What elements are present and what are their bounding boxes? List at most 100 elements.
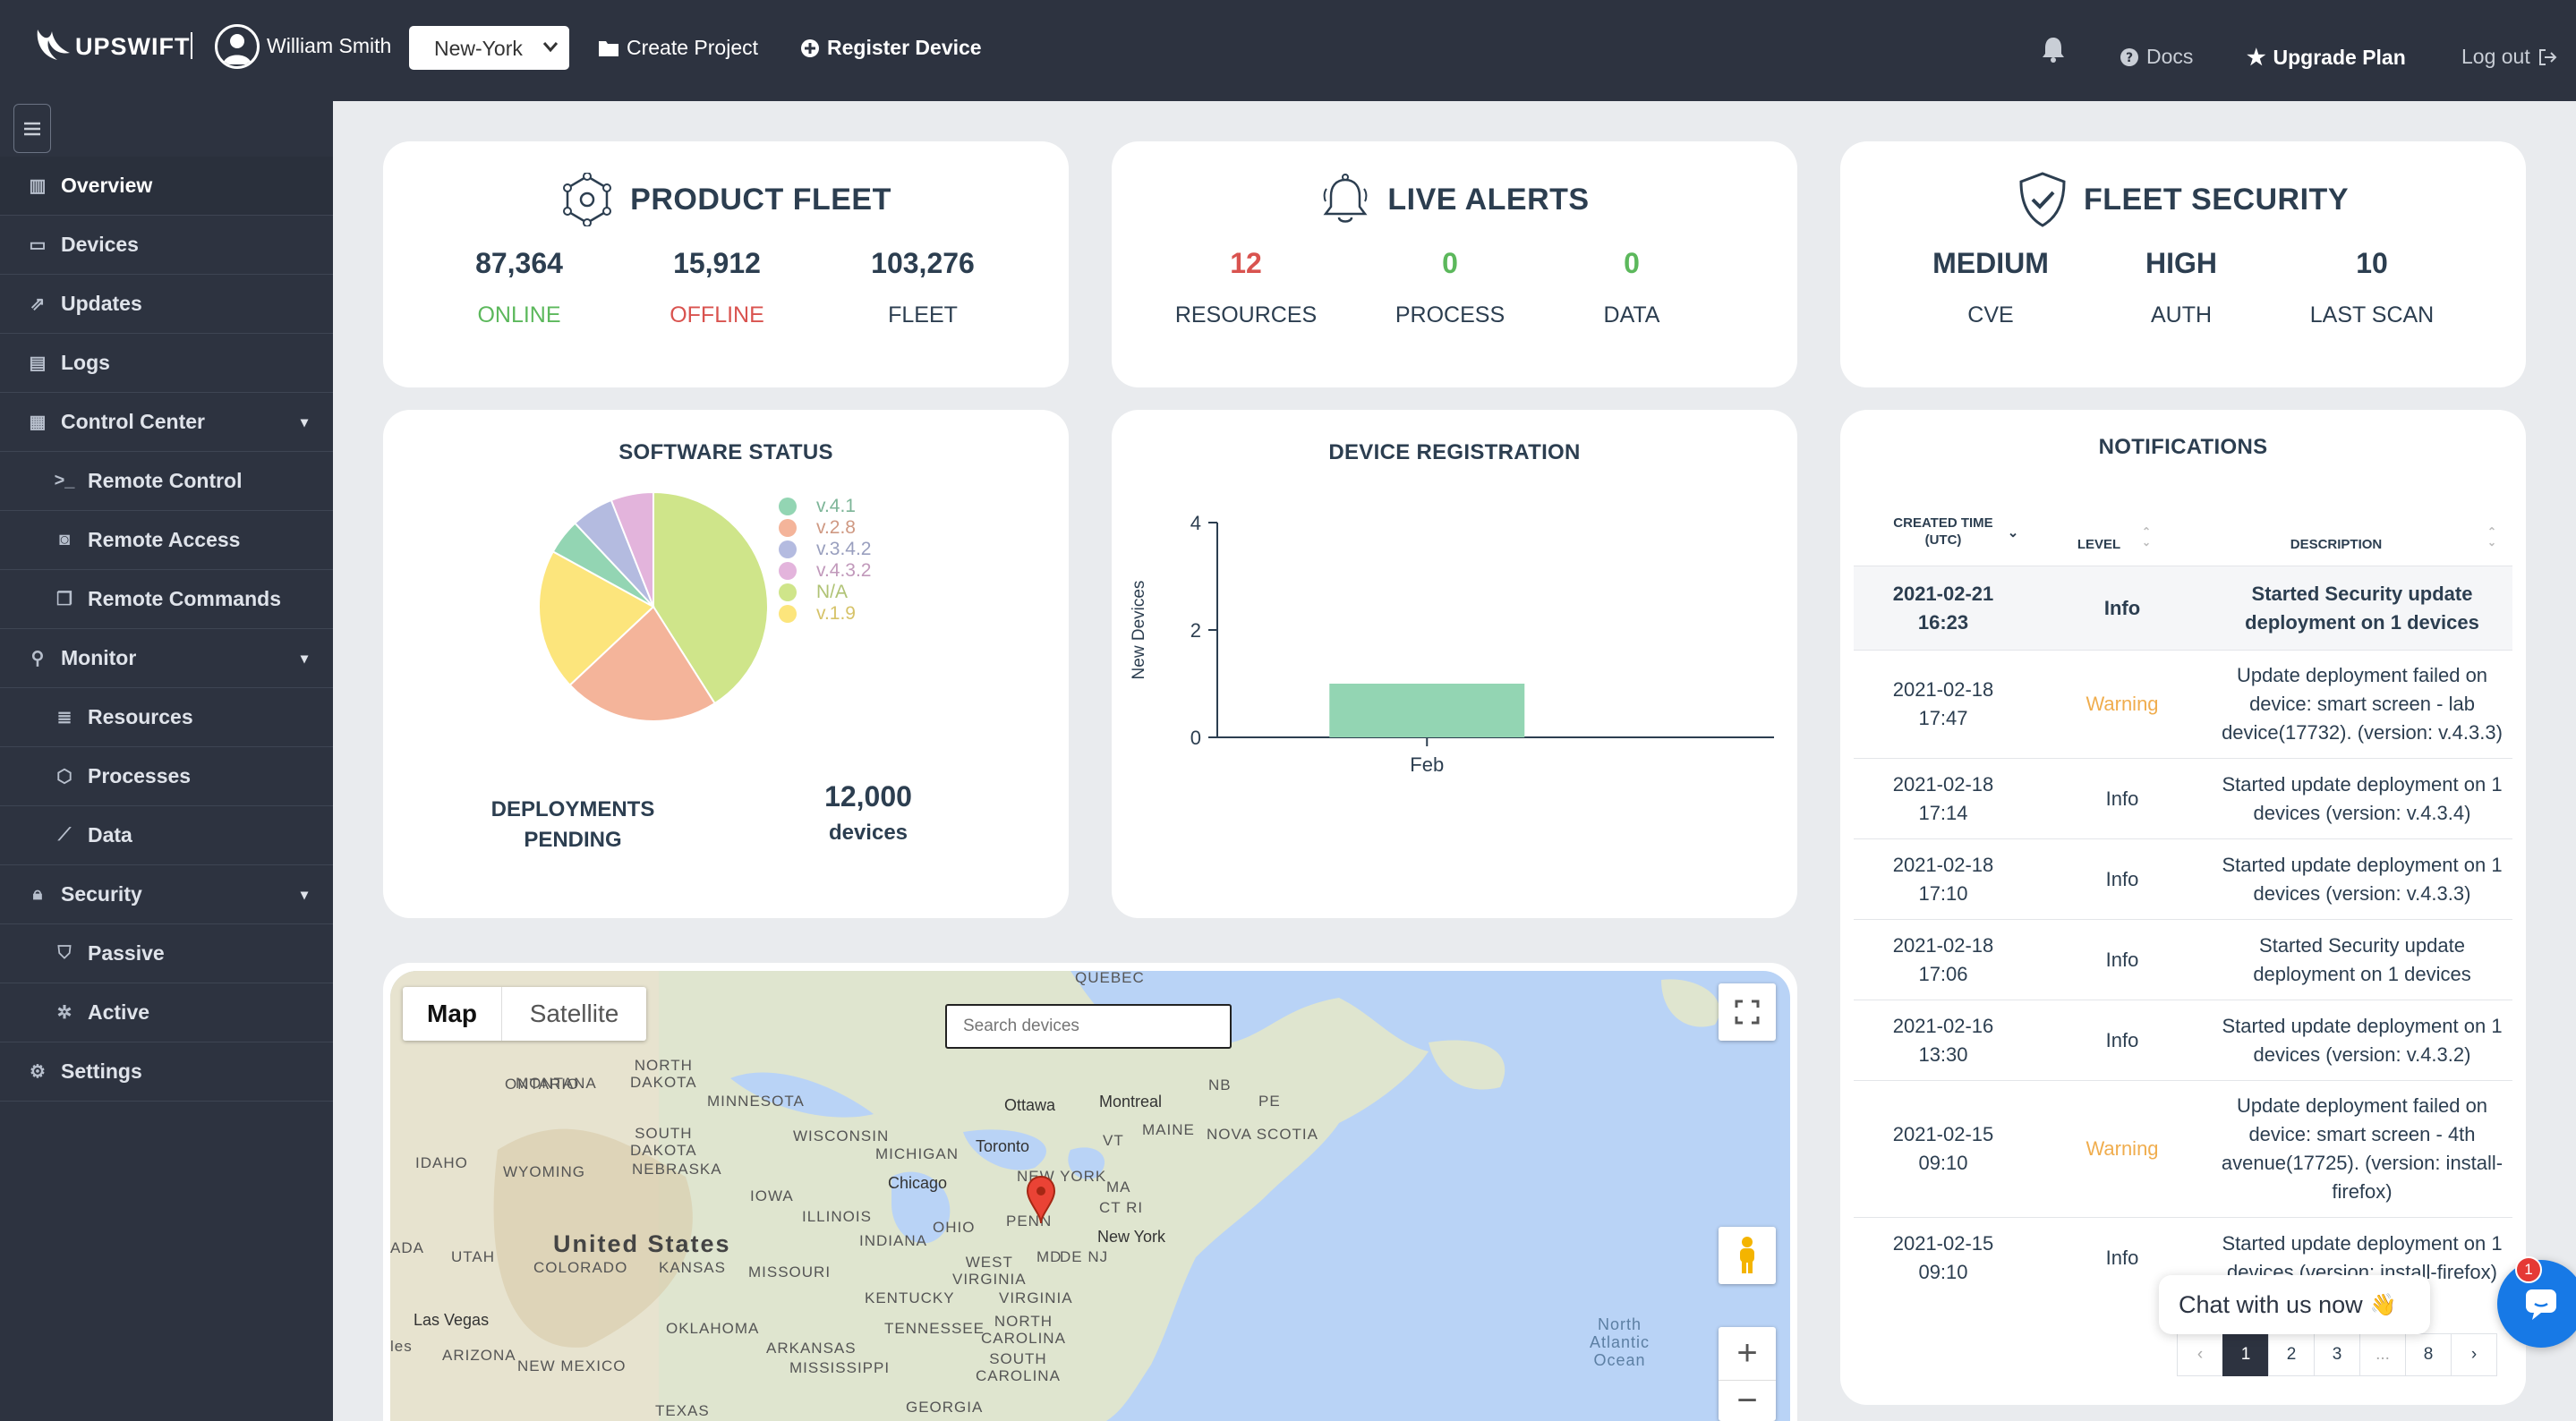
map-label-arkansas: ARKANSAS — [766, 1340, 857, 1357]
page-1-button[interactable]: 1 — [2222, 1333, 2269, 1376]
legend-label: v.2.8 — [816, 517, 856, 538]
bar-feb[interactable] — [1329, 684, 1525, 737]
user-name[interactable]: William Smith — [267, 34, 392, 57]
hamburger-icon — [24, 122, 40, 135]
sidebar-item-monitor[interactable]: ⚲ Monitor ▾ — [0, 629, 333, 688]
table-row[interactable]: 2021-02-21 16:23 Info Started Security up… — [1854, 566, 2512, 650]
map-label-arizona: ARIZONA — [442, 1347, 516, 1364]
table-row[interactable]: 2021-02-15 09:10 Warning Update deploymen… — [1854, 1080, 2512, 1217]
pie-slice-v-1-9[interactable] — [538, 549, 655, 687]
bell-icon — [2043, 38, 2064, 63]
table-row[interactable]: 2021-02-16 13:30 Info Started update depl… — [1854, 1000, 2512, 1080]
chat-unread-badge: 1 — [2515, 1256, 2542, 1283]
sidebar-item-processes[interactable]: ⬡ Processes — [0, 747, 333, 806]
sidebar-item-active[interactable]: ✲ Active — [0, 983, 333, 1042]
map-label-north-dakota-line-1: NORTH — [634, 1057, 693, 1074]
level-column-header[interactable]: LEVEL — [2077, 537, 2121, 552]
legend-item[interactable]: v.2.8 — [779, 517, 871, 539]
deployments-label-line-1: DEPLOYMENTS — [490, 797, 655, 821]
row-date: 2021-02-18 — [1892, 853, 1994, 876]
map-label-atlantic-line-2: Atlantic — [1590, 1333, 1651, 1351]
table-row[interactable]: 2021-02-18 17:14 Info Started update depl… — [1854, 758, 2512, 838]
chat-prompt[interactable]: Chat with us now 👋 — [2159, 1275, 2430, 1334]
avatar[interactable] — [215, 24, 260, 69]
row-time: 17:10 — [1918, 881, 1968, 905]
sidebar-item-logs[interactable]: ▤ Logs — [0, 334, 333, 393]
next-page-button[interactable]: › — [2451, 1333, 2497, 1376]
map-label-mississippi: MISSISSIPPI — [789, 1359, 891, 1376]
legend-item[interactable]: N/A — [779, 582, 871, 603]
row-description: Started update deployment on 1 devices (… — [2222, 772, 2503, 824]
map-label-vt: VT — [1103, 1132, 1124, 1149]
street-view-button[interactable] — [1719, 1227, 1776, 1284]
map-label-montana: MONTANA — [516, 1075, 597, 1092]
page-3-button[interactable]: 3 — [2314, 1333, 2360, 1376]
location-select[interactable]: New-York — [409, 26, 569, 70]
legend-item[interactable]: v.4.1 — [779, 496, 871, 517]
sort-icon[interactable]: ⌃ ⌄ — [2486, 525, 2497, 549]
map-marker-icon[interactable] — [1026, 1175, 1056, 1225]
pie-slice-v-2-8[interactable] — [568, 605, 716, 722]
sidebar-item-security[interactable]: 🔒︎ Security ▾ — [0, 865, 333, 924]
created-time-column-header[interactable]: CREATED TIME (UTC) — [1872, 515, 2015, 549]
table-row[interactable]: 2021-02-18 17:06 Info Started Security up… — [1854, 919, 2512, 1000]
sort-desc-icon[interactable]: ⌄ — [2007, 525, 2019, 540]
upgrade-plan-button[interactable]: ★ Upgrade Plan — [2247, 45, 2406, 71]
page-2-button[interactable]: 2 — [2268, 1333, 2315, 1376]
zoom-out-button[interactable]: − — [1736, 1381, 1758, 1420]
sidebar-item-remote-control[interactable]: >_ Remote Control — [0, 452, 333, 511]
process-alert-stat[interactable]: 0 PROCESS — [1343, 247, 1557, 328]
device-map[interactable]: ONTARIO QUEBEC MONTANA NORTH DAKOTA SOUTH… — [390, 971, 1790, 1421]
y-axis-label: New Devices — [1130, 581, 1148, 680]
resources-alert-stat[interactable]: 12 RESOURCES — [1139, 247, 1353, 328]
top-bar: UPSWIFT William Smith New-York Create Pr… — [0, 0, 2576, 101]
upswift-logo[interactable]: UPSWIFT — [34, 20, 191, 73]
legend-item[interactable]: v.1.9 — [779, 603, 871, 625]
logout-button[interactable]: Log out — [2461, 45, 2557, 69]
register-device-button[interactable]: Register Device — [800, 36, 982, 60]
prev-page-button[interactable]: ‹ — [2177, 1333, 2223, 1376]
sidebar-item-resources[interactable]: ≣ Resources — [0, 688, 333, 747]
sidebar-item-label: Data — [88, 823, 132, 847]
header-divider — [191, 32, 192, 59]
sidebar-item-remote-commands[interactable]: ❐ Remote Commands — [0, 570, 333, 629]
location-select-value: New-York — [434, 37, 523, 60]
map-label-kansas: KANSAS — [659, 1259, 726, 1276]
create-project-button[interactable]: Create Project — [598, 36, 758, 60]
map-tab[interactable]: Map — [427, 1000, 477, 1027]
map-label-iowa: IOWA — [750, 1187, 794, 1204]
sidebar-item-control-center[interactable]: ▦ Control Center ▾ — [0, 393, 333, 452]
notifications-bell-button[interactable] — [2041, 36, 2066, 63]
page-8-button[interactable]: 8 — [2405, 1333, 2452, 1376]
sidebar-item-devices[interactable]: ▭ Devices — [0, 216, 333, 275]
sidebar-item-updates[interactable]: ⇗ Updates — [0, 275, 333, 334]
zoom-in-button[interactable]: + — [1719, 1327, 1776, 1381]
y-tick-label: 0 — [1190, 727, 1201, 749]
docs-link[interactable]: ? Docs — [2120, 45, 2193, 69]
map-label-nebraska: NEBRASKA — [632, 1161, 722, 1178]
table-row[interactable]: 2021-02-18 17:10 Info Started update depl… — [1854, 838, 2512, 919]
sidebar-item-data[interactable]: ⟋ Data — [0, 806, 333, 865]
plus-circle-icon — [801, 38, 819, 57]
sort-icon[interactable]: ⌃ ⌄ — [2141, 525, 2152, 549]
sidebar-item-overview[interactable]: ▥ Overview — [0, 157, 333, 216]
search-devices-input[interactable] — [945, 1004, 1232, 1049]
map-label-west-virginia: WEST VIRGINIA — [952, 1254, 1027, 1288]
sidebar-toggle-button[interactable] — [13, 104, 51, 153]
legend-item[interactable]: v.4.3.2 — [779, 560, 871, 582]
sidebar-item-remote-access[interactable]: ◙ Remote Access — [0, 511, 333, 570]
resources-alert-label: RESOURCES — [1174, 302, 1318, 328]
grid-icon: ▦ — [29, 413, 47, 432]
data-alert-stat[interactable]: 0 DATA — [1524, 247, 1739, 328]
description-column-header[interactable]: DESCRIPTION — [2290, 537, 2383, 552]
sidebar-item-settings[interactable]: ⚙ Settings — [0, 1042, 333, 1102]
sidebar-item-passive[interactable]: ⛉ Passive — [0, 924, 333, 983]
satellite-tab[interactable]: Satellite — [501, 987, 646, 1041]
map-label-virginia: VIRGINIA — [999, 1289, 1073, 1306]
pie-slice-v-4-3-2[interactable] — [610, 490, 654, 608]
fullscreen-button[interactable] — [1719, 983, 1776, 1041]
fleet-stat: 103,276 FLEET — [815, 247, 1030, 328]
table-row[interactable]: 2021-02-18 17:47 Warning Update deploymen… — [1854, 650, 2512, 758]
legend-item[interactable]: v.3.4.2 — [779, 539, 871, 560]
notifications-title: NOTIFICATIONS — [2098, 435, 2268, 459]
